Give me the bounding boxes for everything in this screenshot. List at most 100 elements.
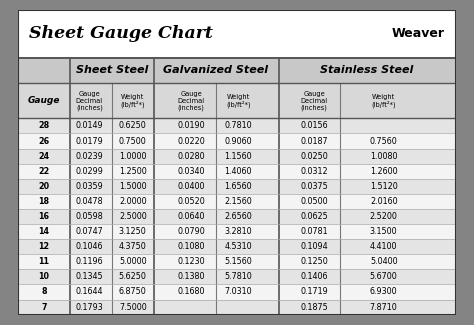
Text: 5.0400: 5.0400 — [370, 257, 398, 266]
Text: 0.0250: 0.0250 — [300, 152, 328, 161]
Text: 0.0790: 0.0790 — [177, 227, 205, 236]
Text: 0.1680: 0.1680 — [177, 287, 205, 296]
Text: 0.0190: 0.0190 — [177, 122, 205, 130]
Text: 0.0359: 0.0359 — [75, 182, 103, 191]
Text: 6.9300: 6.9300 — [370, 287, 398, 296]
Text: 0.0312: 0.0312 — [300, 167, 328, 176]
Text: 2.0000: 2.0000 — [119, 197, 146, 206]
Text: 0.6250: 0.6250 — [119, 122, 146, 130]
Text: Galvanized Steel: Galvanized Steel — [164, 65, 269, 75]
Text: 0.0187: 0.0187 — [300, 136, 328, 146]
Bar — [18, 209, 456, 224]
Text: 0.0781: 0.0781 — [300, 227, 328, 236]
Text: 0.1250: 0.1250 — [300, 257, 328, 266]
Text: 0.0299: 0.0299 — [75, 167, 103, 176]
Text: 7.8710: 7.8710 — [370, 303, 398, 312]
Text: 0.7500: 0.7500 — [119, 136, 146, 146]
Bar — [18, 179, 456, 194]
Text: Weight
(lb/ft²*): Weight (lb/ft²*) — [372, 94, 396, 108]
Text: 0.1080: 0.1080 — [177, 242, 205, 251]
Text: 5.7810: 5.7810 — [224, 272, 252, 281]
Text: 0.1380: 0.1380 — [177, 272, 205, 281]
Text: 0.0747: 0.0747 — [75, 227, 103, 236]
Text: 3.1250: 3.1250 — [119, 227, 146, 236]
Text: 0.9060: 0.9060 — [225, 136, 252, 146]
Text: 7.0310: 7.0310 — [225, 287, 252, 296]
Text: 8: 8 — [41, 287, 46, 296]
Text: 0.0478: 0.0478 — [75, 197, 103, 206]
Bar — [18, 269, 456, 284]
Text: Weight
(lb/ft²*): Weight (lb/ft²*) — [120, 94, 145, 108]
Text: 10: 10 — [38, 272, 49, 281]
Text: 20: 20 — [38, 182, 49, 191]
Text: 0.0149: 0.0149 — [75, 122, 103, 130]
Text: 0.0500: 0.0500 — [300, 197, 328, 206]
Text: 1.0080: 1.0080 — [370, 152, 398, 161]
Text: 0.1644: 0.1644 — [76, 287, 103, 296]
Text: 18: 18 — [38, 197, 49, 206]
Text: 11: 11 — [38, 257, 49, 266]
Text: 1.2500: 1.2500 — [119, 167, 146, 176]
Text: 0.0625: 0.0625 — [300, 212, 328, 221]
Bar — [18, 134, 456, 149]
Text: 22: 22 — [38, 167, 49, 176]
Text: 0.0375: 0.0375 — [300, 182, 328, 191]
Text: 0.0280: 0.0280 — [177, 152, 205, 161]
Text: 0.1719: 0.1719 — [300, 287, 328, 296]
Text: 0.1094: 0.1094 — [300, 242, 328, 251]
Text: 2.5000: 2.5000 — [119, 212, 146, 221]
Text: 14: 14 — [38, 227, 49, 236]
Text: 0.0340: 0.0340 — [177, 167, 205, 176]
Bar — [18, 194, 456, 209]
Text: 26: 26 — [38, 136, 49, 146]
Text: 0.0598: 0.0598 — [75, 212, 103, 221]
Text: Weight
(lb/ft²*): Weight (lb/ft²*) — [226, 94, 251, 108]
Text: 16: 16 — [38, 212, 49, 221]
Text: 0.1345: 0.1345 — [75, 272, 103, 281]
Text: 0.0220: 0.0220 — [177, 136, 205, 146]
Text: 0.7810: 0.7810 — [225, 122, 252, 130]
Text: 0.1793: 0.1793 — [75, 303, 103, 312]
Text: Gauge
Decimal
(inches): Gauge Decimal (inches) — [177, 91, 205, 111]
Text: 5.1560: 5.1560 — [224, 257, 252, 266]
Text: 2.5200: 2.5200 — [370, 212, 398, 221]
Text: 5.6250: 5.6250 — [119, 272, 146, 281]
Text: 28: 28 — [38, 122, 49, 130]
Text: 6.8750: 6.8750 — [119, 287, 146, 296]
Text: 0.0179: 0.0179 — [75, 136, 103, 146]
Text: 1.5000: 1.5000 — [119, 182, 146, 191]
Text: Gauge
Decimal
(inches): Gauge Decimal (inches) — [301, 91, 328, 111]
Bar — [18, 58, 456, 84]
Bar — [18, 284, 456, 300]
Text: 24: 24 — [38, 152, 49, 161]
Text: 3.2810: 3.2810 — [225, 227, 252, 236]
Text: 0.7560: 0.7560 — [370, 136, 398, 146]
Text: Sheet Steel: Sheet Steel — [75, 65, 148, 75]
Text: 0.1230: 0.1230 — [177, 257, 205, 266]
Text: 0.0156: 0.0156 — [300, 122, 328, 130]
Text: 4.4100: 4.4100 — [370, 242, 398, 251]
Text: 7: 7 — [41, 303, 46, 312]
Text: 0.0520: 0.0520 — [177, 197, 205, 206]
Text: 12: 12 — [38, 242, 49, 251]
Bar — [18, 300, 456, 315]
Bar — [18, 10, 456, 58]
Text: 2.0160: 2.0160 — [370, 197, 398, 206]
Text: 1.5120: 1.5120 — [370, 182, 398, 191]
Text: 2.1560: 2.1560 — [224, 197, 252, 206]
Text: 1.6560: 1.6560 — [225, 182, 252, 191]
Bar — [18, 224, 456, 239]
Text: 0.1046: 0.1046 — [76, 242, 103, 251]
Bar — [18, 84, 456, 118]
Text: 2.6560: 2.6560 — [224, 212, 252, 221]
Bar — [18, 149, 456, 164]
Text: 7.5000: 7.5000 — [119, 303, 146, 312]
Text: 0.0640: 0.0640 — [177, 212, 205, 221]
Bar — [18, 239, 456, 254]
Text: Sheet Gauge Chart: Sheet Gauge Chart — [29, 25, 213, 43]
Bar — [18, 164, 456, 179]
Bar — [18, 118, 456, 134]
Text: 5.6700: 5.6700 — [370, 272, 398, 281]
Text: 1.0000: 1.0000 — [119, 152, 146, 161]
Text: Stainless Steel: Stainless Steel — [320, 65, 414, 75]
